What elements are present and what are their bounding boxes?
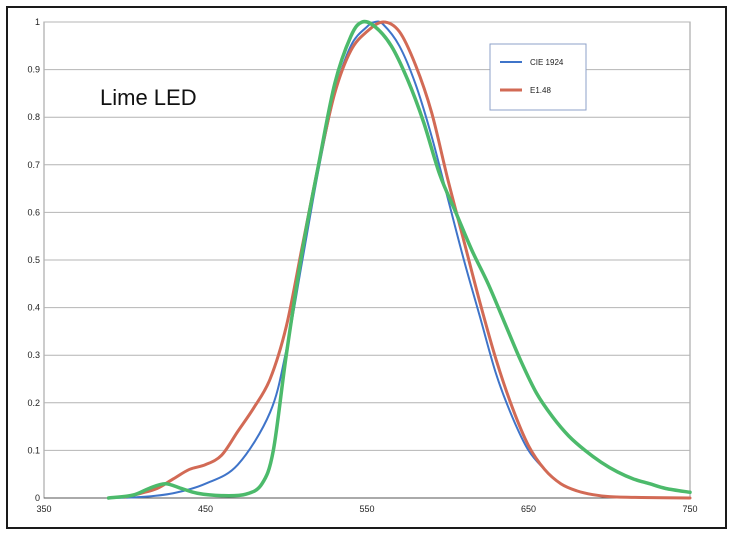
legend-box [489, 43, 587, 111]
x-tick-label: 550 [359, 504, 374, 514]
x-tick-label: 650 [521, 504, 536, 514]
y-tick-label: 0.8 [27, 112, 40, 122]
legend-entry-label: CIE 1924 [530, 58, 564, 67]
y-tick-label: 0.5 [27, 255, 40, 265]
chart-annotation: Lime LED [100, 85, 197, 110]
x-tick-label: 750 [682, 504, 697, 514]
x-tick-label: 450 [198, 504, 213, 514]
chart-frame: 0 0.1 0.2 0.3 0.4 0.5 0.6 0.7 0.8 0.9 1 350 450 550 65… [6, 6, 727, 529]
y-tick-label: 0.4 [27, 303, 40, 313]
y-tick-label: 0.3 [27, 350, 40, 360]
y-tick-label: 0 [35, 493, 40, 503]
y-tick-label: 0.1 [27, 445, 40, 455]
y-tick-label: 1 [35, 17, 40, 27]
series-line-e1-48 [123, 20, 692, 500]
y-tick-label: 0.6 [27, 207, 40, 217]
y-tick-label: 0.2 [27, 398, 40, 408]
y-tick-label: 0.9 [27, 65, 40, 75]
y-tick-label: 0.7 [27, 160, 40, 170]
legend-entry-label: E1.48 [530, 86, 551, 95]
chart-svg: 0 0.1 0.2 0.3 0.4 0.5 0.6 0.7 0.8 0.9 1 350 450 550 65… [27, 17, 697, 514]
x-tick-label: 350 [36, 504, 51, 514]
series-line-lime-led [106, 19, 692, 500]
